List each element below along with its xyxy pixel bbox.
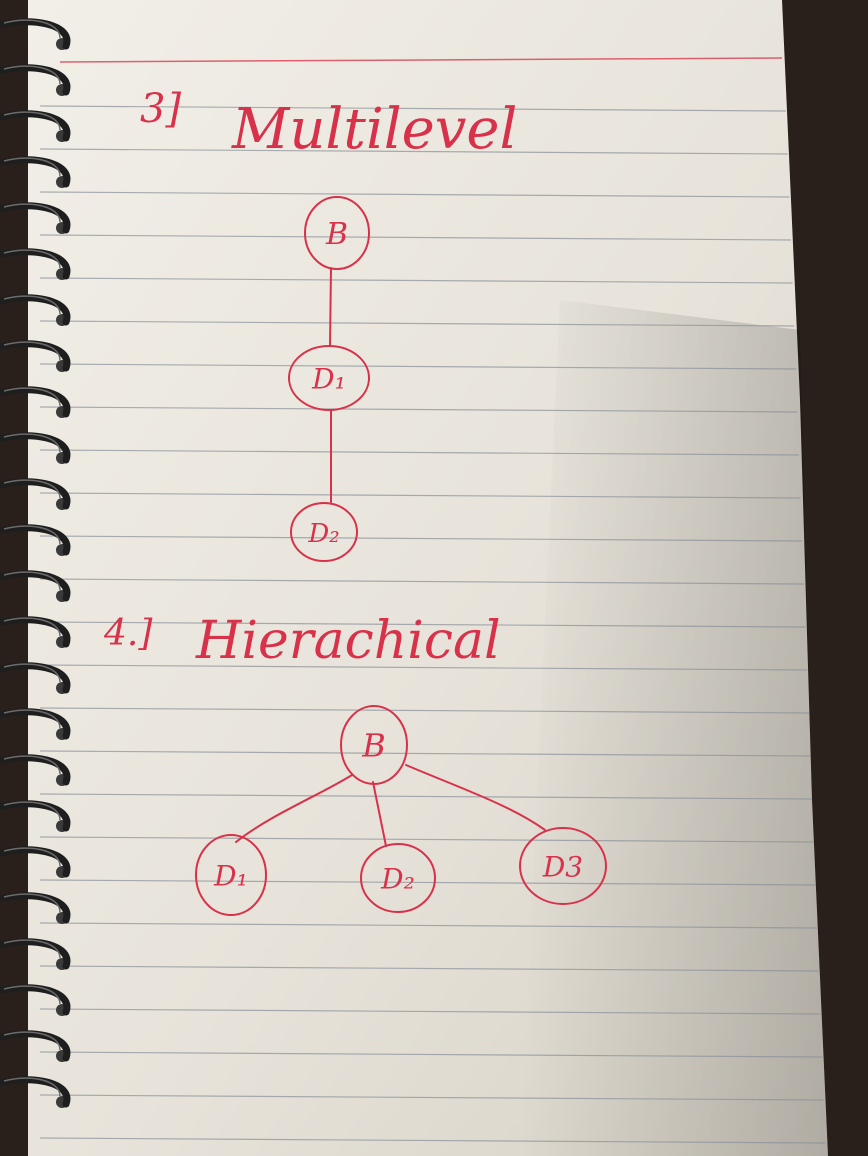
- ruled-line: [39, 793, 813, 800]
- spiral-ring-highlight: [3, 479, 61, 499]
- paper-shadow: [520, 300, 828, 1156]
- spiral-ring-highlight: [3, 19, 61, 39]
- spiral-ring-highlight: [3, 295, 61, 315]
- ruled-line: [39, 1094, 824, 1101]
- spiral-ring-highlight: [3, 571, 61, 591]
- spiral-ring-highlight: [3, 65, 61, 85]
- node-d3-label: D3: [542, 851, 583, 884]
- ruled-line: [39, 148, 788, 155]
- ruled-line: [39, 965, 819, 972]
- ruled-line: [39, 449, 800, 456]
- ruled-line: [39, 406, 798, 413]
- spiral-ring-highlight: [3, 249, 61, 269]
- ruled-line: [39, 492, 801, 499]
- ruled-line: [39, 707, 809, 714]
- ruled-line: [39, 621, 806, 628]
- ruled-lines: [39, 105, 826, 1144]
- ruled-line: [39, 922, 818, 929]
- edge-b-d1: [235, 774, 353, 843]
- ruled-line: [39, 879, 816, 886]
- margin-line: [59, 57, 783, 63]
- spiral-ring-highlight: [3, 755, 61, 775]
- spiral-ring-highlight: [3, 203, 61, 223]
- spiral-ring-highlight: [3, 939, 61, 959]
- node-d2-label: D₂: [307, 519, 339, 549]
- node-d2: [360, 843, 436, 913]
- ruled-line: [39, 664, 808, 671]
- node-d1-label: D₁: [213, 860, 248, 893]
- node-d3: [519, 827, 607, 905]
- spiral-ring-highlight: [3, 617, 61, 637]
- ruled-line: [39, 191, 790, 198]
- spiral-ring-highlight: [3, 387, 61, 407]
- edge-b-d1: [329, 267, 332, 347]
- node-b: [340, 705, 408, 785]
- spiral-ring-highlight: [3, 985, 61, 1005]
- section-multilevel: 3] Multilevel B D₁ D₂: [140, 86, 517, 562]
- node-d1: [195, 834, 267, 916]
- spiral-binding: [0, 18, 71, 1108]
- spiral-ring-highlight: [3, 433, 61, 453]
- node-d1-label: D₁: [311, 363, 346, 396]
- edge-b-d3: [405, 764, 546, 831]
- spiral-ring-highlight: [3, 709, 61, 729]
- spiral-ring-highlight: [3, 1077, 61, 1097]
- ruled-line: [39, 535, 803, 542]
- node-d2-label: D₂: [380, 863, 415, 896]
- node-d1: [288, 345, 370, 411]
- ruled-line: [39, 836, 814, 843]
- spiral-ring-highlight: [3, 341, 61, 361]
- ruled-line: [39, 1008, 821, 1015]
- spiral-ring-highlight: [3, 111, 61, 131]
- spiral-ring-highlight: [3, 801, 61, 821]
- ruled-line: [39, 363, 796, 370]
- node-d2: [290, 502, 358, 562]
- ruled-line: [39, 105, 787, 112]
- section-number-3: 3]: [140, 86, 181, 132]
- ruled-line: [39, 320, 795, 327]
- ruled-line: [39, 750, 811, 757]
- spiral-ring-highlight: [3, 663, 61, 683]
- section-title-hierachical: Hierachical: [195, 611, 501, 671]
- spiral-ring-highlight: [3, 1031, 61, 1051]
- section-title-multilevel: Multilevel: [231, 97, 517, 162]
- ruled-line: [39, 1051, 822, 1058]
- node-b: [304, 196, 370, 270]
- section-number-4: 4.]: [103, 613, 153, 654]
- spiral-ring-highlight: [3, 157, 61, 177]
- spiral-ring-highlight: [3, 525, 61, 545]
- node-b-label: B: [361, 727, 386, 765]
- ruled-line: [39, 234, 791, 241]
- edge-b-d2: [372, 781, 387, 847]
- spiral-ring-highlight: [3, 893, 61, 913]
- spiral-ring-highlight: [3, 847, 61, 867]
- ruled-line: [39, 578, 805, 585]
- node-b-label: B: [325, 217, 348, 252]
- ruled-line: [39, 277, 793, 284]
- ruled-line: [39, 1137, 826, 1144]
- section-hierarchical: 4.] Hierachical B D₁ D₂ D3: [103, 611, 607, 916]
